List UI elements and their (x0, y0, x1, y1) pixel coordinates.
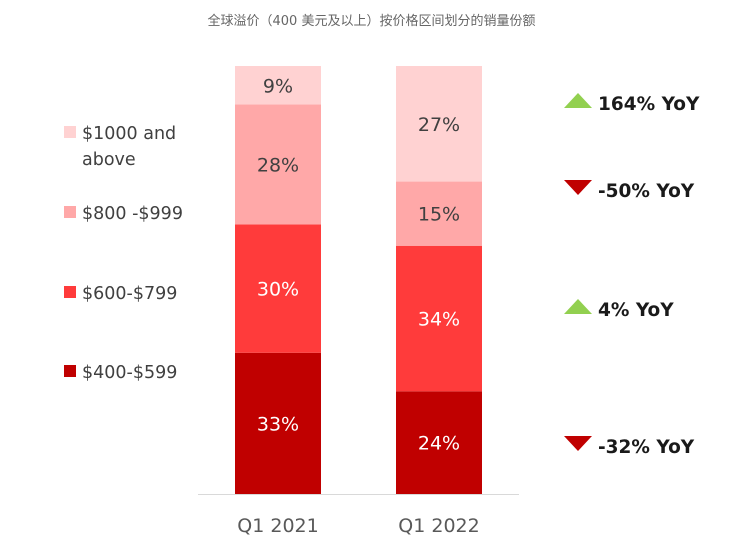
legend-swatch (64, 206, 76, 218)
yoy-label: 164% YoY (598, 94, 700, 115)
bar-segment (235, 104, 321, 225)
data-label: 27% (418, 114, 460, 136)
legend-label: $400-$599 (82, 363, 177, 383)
up-arrow-icon (564, 93, 592, 108)
legend-label: $800 -$999 (82, 204, 183, 224)
data-label: 9% (263, 75, 293, 97)
data-label: 30% (257, 279, 299, 301)
data-label: 28% (257, 154, 299, 176)
down-arrow-icon (564, 436, 592, 451)
data-label: 34% (418, 309, 460, 331)
yoy-label: -32% YoY (598, 437, 695, 458)
data-label: 24% (418, 433, 460, 455)
bar-segment (396, 391, 482, 494)
bar-segment (396, 181, 482, 246)
chart-title: 全球溢价（400 美元及以上）按价格区间划分的销量份额 (207, 14, 536, 29)
bar-segment (235, 352, 321, 494)
bar-segment (235, 66, 321, 105)
bar-segment (235, 224, 321, 353)
legend-label: above (82, 150, 136, 170)
legend-swatch (64, 126, 76, 138)
x-tick-label: Q1 2022 (398, 515, 479, 537)
legend-label: $600-$799 (82, 284, 177, 304)
bar-segment (396, 245, 482, 392)
legend-swatch (64, 365, 76, 377)
yoy-label: -50% YoY (598, 181, 695, 202)
legend-label: $1000 and (82, 124, 176, 144)
down-arrow-icon (564, 180, 592, 195)
up-arrow-icon (564, 299, 592, 314)
data-label: 33% (257, 413, 299, 435)
data-label: 15% (418, 204, 460, 226)
legend-swatch (64, 286, 76, 298)
yoy-label: 4% YoY (598, 300, 674, 321)
x-tick-label: Q1 2021 (237, 515, 318, 537)
bar-segment (396, 66, 482, 182)
